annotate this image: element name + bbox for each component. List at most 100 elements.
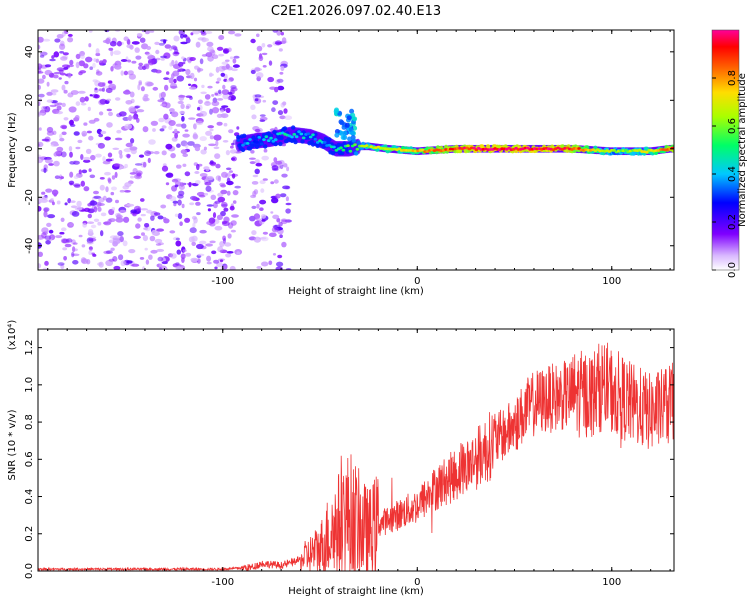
noise-speckle bbox=[95, 52, 101, 57]
noise-speckle bbox=[110, 191, 115, 196]
noise-speckle bbox=[218, 53, 225, 57]
noise-speckle bbox=[174, 184, 179, 188]
noise-speckle bbox=[151, 229, 158, 236]
trace-core bbox=[355, 147, 360, 151]
noise-speckle bbox=[69, 151, 73, 158]
noise-speckle bbox=[166, 71, 170, 75]
noise-speckle bbox=[88, 238, 97, 242]
noise-speckle bbox=[182, 133, 190, 138]
trace-core bbox=[318, 139, 322, 143]
noise-speckle bbox=[222, 221, 230, 227]
trace-band bbox=[263, 144, 268, 149]
noise-speckle bbox=[165, 143, 173, 150]
trace-band bbox=[354, 151, 359, 156]
noise-speckle bbox=[160, 204, 167, 209]
noise-speckle bbox=[204, 94, 211, 100]
noise-speckle bbox=[98, 197, 105, 203]
noise-speckle bbox=[263, 148, 268, 153]
noise-speckle bbox=[236, 126, 240, 130]
noise-speckle bbox=[194, 171, 200, 174]
noise-speckle bbox=[193, 123, 198, 130]
noise-speckle bbox=[41, 195, 49, 200]
noise-speckle bbox=[159, 263, 163, 268]
noise-speckle bbox=[47, 214, 56, 219]
noise-speckle bbox=[119, 236, 124, 243]
noise-speckle bbox=[223, 49, 229, 55]
noise-speckle bbox=[261, 155, 270, 161]
noise-speckle bbox=[209, 240, 216, 244]
noise-speckle bbox=[277, 110, 284, 116]
spectrogram-ylabel: Frequency (Hz) bbox=[7, 112, 18, 188]
trace-core bbox=[315, 141, 320, 144]
noise-speckle bbox=[105, 186, 109, 193]
trace-core bbox=[262, 138, 266, 142]
noise-speckle bbox=[51, 55, 55, 59]
noise-speckle bbox=[280, 102, 285, 108]
noise-speckle bbox=[73, 131, 80, 136]
noise-speckle bbox=[195, 201, 201, 206]
noise-speckle bbox=[81, 130, 88, 137]
noise-speckle bbox=[213, 134, 222, 141]
noise-speckle bbox=[155, 69, 162, 74]
trace-core bbox=[290, 135, 294, 139]
noise-speckle bbox=[236, 251, 241, 255]
noise-speckle bbox=[157, 256, 164, 262]
noise-speckle bbox=[38, 93, 45, 98]
noise-speckle bbox=[50, 198, 54, 201]
noise-speckle bbox=[62, 238, 70, 244]
noise-speckle bbox=[181, 203, 185, 209]
noise-speckle bbox=[182, 153, 188, 158]
noise-speckle bbox=[61, 84, 66, 91]
trace-core bbox=[255, 140, 259, 144]
noise-speckle bbox=[176, 75, 185, 82]
noise-speckle bbox=[254, 168, 260, 175]
noise-speckle bbox=[147, 157, 151, 164]
noise-speckle bbox=[218, 89, 222, 95]
noise-speckle bbox=[232, 200, 237, 204]
noise-speckle bbox=[101, 87, 105, 92]
noise-speckle bbox=[127, 59, 132, 63]
snr-layer bbox=[38, 342, 674, 571]
noise-speckle bbox=[148, 254, 153, 260]
noise-speckle bbox=[251, 114, 257, 120]
noise-speckle bbox=[169, 62, 173, 67]
noise-speckle bbox=[94, 87, 98, 91]
noise-speckle bbox=[97, 221, 102, 226]
noise-speckle bbox=[209, 160, 214, 165]
noise-speckle bbox=[59, 43, 66, 50]
trace-blob bbox=[350, 130, 355, 136]
noise-speckle bbox=[204, 31, 213, 34]
noise-speckle bbox=[184, 129, 189, 132]
ytick-label: 1.0 bbox=[24, 377, 35, 393]
noise-speckle bbox=[99, 98, 107, 105]
noise-speckle bbox=[173, 203, 177, 207]
noise-speckle bbox=[199, 58, 204, 65]
noise-speckle bbox=[207, 85, 213, 89]
noise-speckle bbox=[74, 115, 80, 120]
noise-speckle bbox=[274, 86, 279, 93]
noise-speckle bbox=[42, 267, 48, 270]
snr-ticks: -100 0 100 0.0 0.2 0.4 0.6 0.8 1.0 1.2 bbox=[24, 329, 674, 588]
noise-speckle bbox=[174, 213, 179, 217]
noise-speckle bbox=[285, 208, 291, 214]
noise-speckle bbox=[180, 41, 188, 45]
noise-speckle bbox=[230, 173, 239, 177]
noise-speckle bbox=[154, 41, 160, 46]
noise-speckle bbox=[60, 151, 67, 158]
noise-speckle bbox=[83, 186, 90, 192]
noise-speckle bbox=[63, 117, 69, 121]
cbar-tick-label: 0.4 bbox=[727, 166, 738, 182]
noise-speckle bbox=[261, 52, 268, 56]
noise-speckle bbox=[77, 139, 83, 144]
noise-speckle bbox=[117, 231, 124, 237]
noise-speckle bbox=[207, 125, 214, 129]
noise-speckle bbox=[61, 31, 66, 37]
noise-speckle bbox=[38, 141, 44, 148]
trace-band bbox=[240, 147, 246, 153]
noise-speckle bbox=[59, 231, 65, 235]
noise-speckle bbox=[280, 65, 285, 71]
noise-speckle bbox=[87, 221, 95, 224]
spectrogram-panel: -100 0 100 -40 -20 0 20 40 Height of straight l… bbox=[7, 29, 675, 297]
noise-speckle bbox=[103, 85, 110, 89]
ytick-label: 0.0 bbox=[24, 563, 35, 579]
